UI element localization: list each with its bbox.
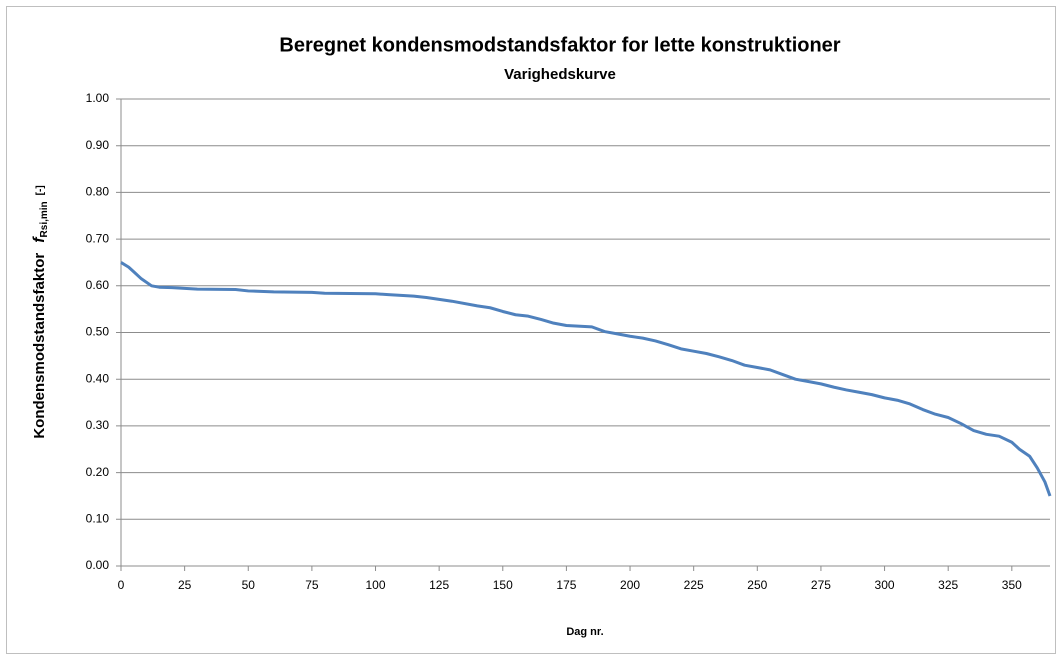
x-tick-label: 150	[493, 578, 513, 592]
y-axis-label-subscript: Rsi,min	[39, 201, 50, 237]
x-tick-label: 275	[811, 578, 831, 592]
y-tick-label: 0.70	[86, 231, 110, 245]
y-tick-label: 0.50	[86, 325, 110, 339]
y-axis-label-unit: [-]	[35, 185, 46, 195]
x-tick-label: 175	[556, 578, 576, 592]
x-tick-label: 300	[875, 578, 895, 592]
y-tick-label: 0.20	[86, 465, 110, 479]
x-axis-label: Dag nr.	[566, 626, 603, 638]
x-tick-label: 225	[684, 578, 704, 592]
y-tick-label: 0.10	[86, 511, 110, 525]
line-series	[120, 261, 1052, 497]
y-axis-label: Kondensmodstandsfaktor fRsi,min [-]	[31, 185, 50, 438]
y-tick-label: 0.90	[86, 138, 110, 152]
x-tick-label: 75	[305, 578, 319, 592]
y-axis-label-symbol: f	[31, 236, 48, 243]
y-tick-label: 0.40	[86, 371, 110, 385]
x-tick-label: 200	[620, 578, 640, 592]
x-tick-label: 0	[118, 578, 125, 592]
chart-frame	[6, 6, 1056, 654]
x-tick-label: 350	[1002, 578, 1022, 592]
y-tick-label: 0.30	[86, 418, 110, 432]
y-tick-label: 0.80	[86, 185, 110, 199]
y-axis-label-text: Kondensmodstandsfaktor	[31, 253, 48, 439]
x-tick-label: 250	[747, 578, 767, 592]
y-tick-label: 1.00	[86, 91, 110, 105]
x-tick-label: 50	[242, 578, 256, 592]
x-tick-label: 325	[938, 578, 958, 592]
x-tick-label: 25	[178, 578, 192, 592]
chart-title: Beregnet kondensmodstandsfaktor for lett…	[279, 34, 840, 56]
y-tick-label: 0.00	[86, 558, 110, 572]
x-tick-label: 100	[366, 578, 386, 592]
chart-subtitle: Varighedskurve	[504, 66, 616, 83]
y-tick-label: 0.60	[86, 278, 110, 292]
x-tick-label: 125	[429, 578, 449, 592]
